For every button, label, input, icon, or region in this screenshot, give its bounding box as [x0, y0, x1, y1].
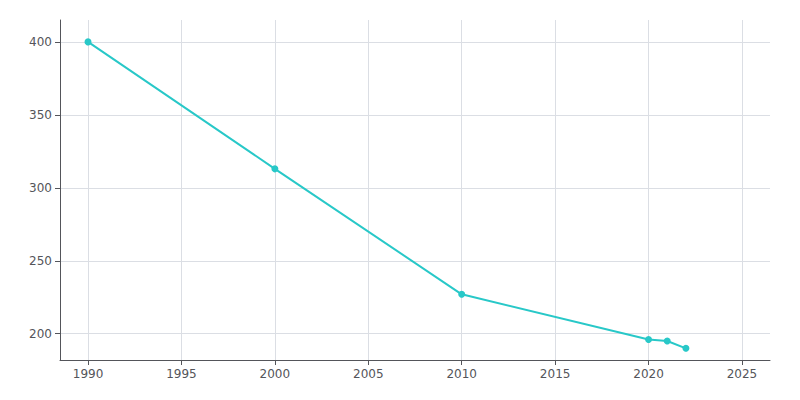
- svg-text:400: 400: [29, 35, 52, 49]
- svg-text:2010: 2010: [446, 367, 477, 381]
- svg-text:2000: 2000: [260, 367, 291, 381]
- svg-text:250: 250: [29, 254, 52, 268]
- svg-text:200: 200: [29, 327, 52, 341]
- svg-text:350: 350: [29, 108, 52, 122]
- svg-text:1995: 1995: [166, 367, 197, 381]
- svg-text:2005: 2005: [353, 367, 384, 381]
- svg-text:2015: 2015: [540, 367, 571, 381]
- svg-text:2025: 2025: [727, 367, 758, 381]
- svg-text:1990: 1990: [73, 367, 104, 381]
- svg-text:2020: 2020: [633, 367, 664, 381]
- svg-text:300: 300: [29, 181, 52, 195]
